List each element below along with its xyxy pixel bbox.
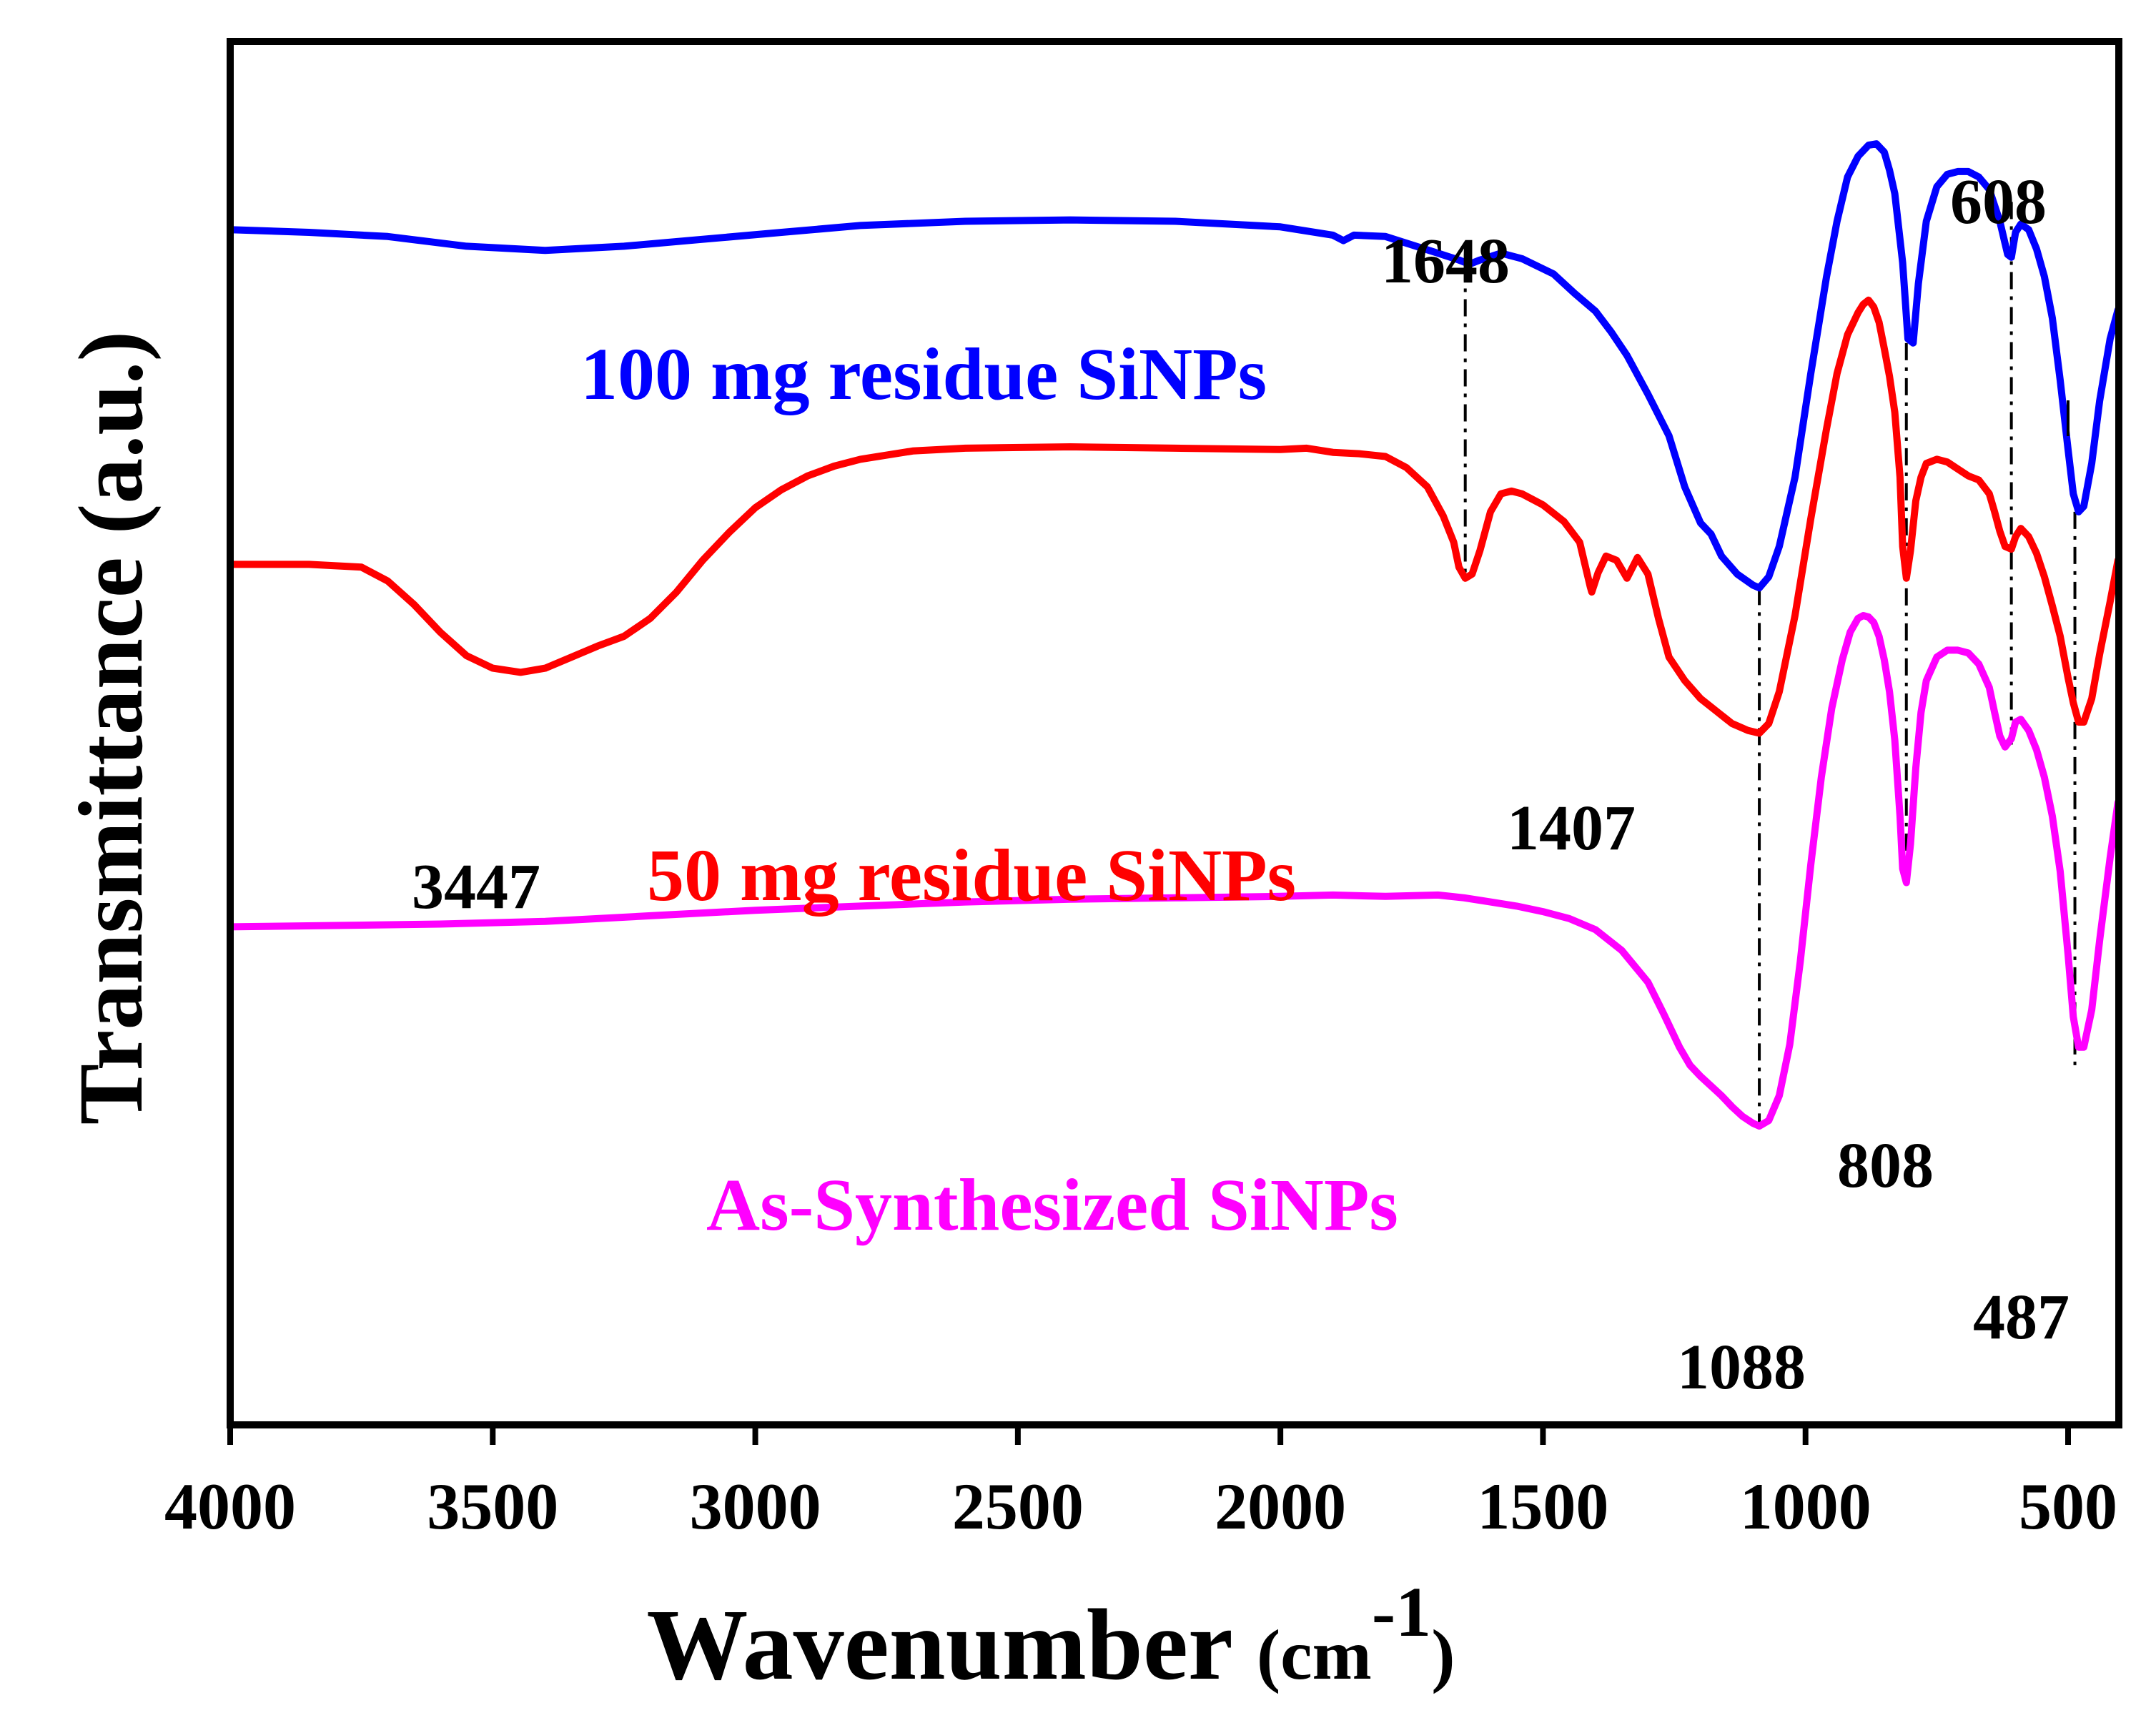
peak-label-608: 608 <box>1950 167 2047 237</box>
y-axis-title: Transmittance (a.u.) <box>60 331 162 1125</box>
series-line-2 <box>227 612 2122 1130</box>
series-line-1 <box>227 296 2122 737</box>
peak-label-3447: 3447 <box>412 851 540 922</box>
guide-lines <box>1463 202 2077 1127</box>
peak-label-1648: 1648 <box>1381 226 1510 297</box>
x-tick-label-1000: 1000 <box>1740 1470 1871 1543</box>
x-tick-label-3500: 3500 <box>427 1470 558 1543</box>
series-line-0 <box>227 140 2122 592</box>
peak-label-1088: 1088 <box>1677 1332 1806 1403</box>
series-label-100mg: 100 mg residue SiNPs <box>580 333 1267 415</box>
x-tick-label-2000: 2000 <box>1215 1470 1346 1543</box>
x-axis-ticks: 4000 3500 3000 2500 2000 1500 1000 500 <box>164 1425 2117 1543</box>
peak-label-1407: 1407 <box>1507 793 1636 864</box>
x-tick-label-4000: 4000 <box>164 1470 296 1543</box>
peak-label-808: 808 <box>1837 1130 1934 1201</box>
series-label-as-synthesized: As-Synthesized SiNPs <box>706 1164 1398 1246</box>
plot-frame <box>227 38 2122 1428</box>
x-axis-title: Wavenumber (cm-1) <box>646 1572 1455 1701</box>
series-label-50mg: 50 mg residue SiNPs <box>647 834 1296 917</box>
spectra-series <box>227 140 2122 1130</box>
x-tick-label-3000: 3000 <box>690 1470 821 1543</box>
x-tick-label-1500: 1500 <box>1477 1470 1608 1543</box>
x-tick-label-2500: 2500 <box>952 1470 1084 1543</box>
peak-label-487: 487 <box>1973 1282 2070 1353</box>
x-tick-label-500: 500 <box>2019 1470 2117 1543</box>
